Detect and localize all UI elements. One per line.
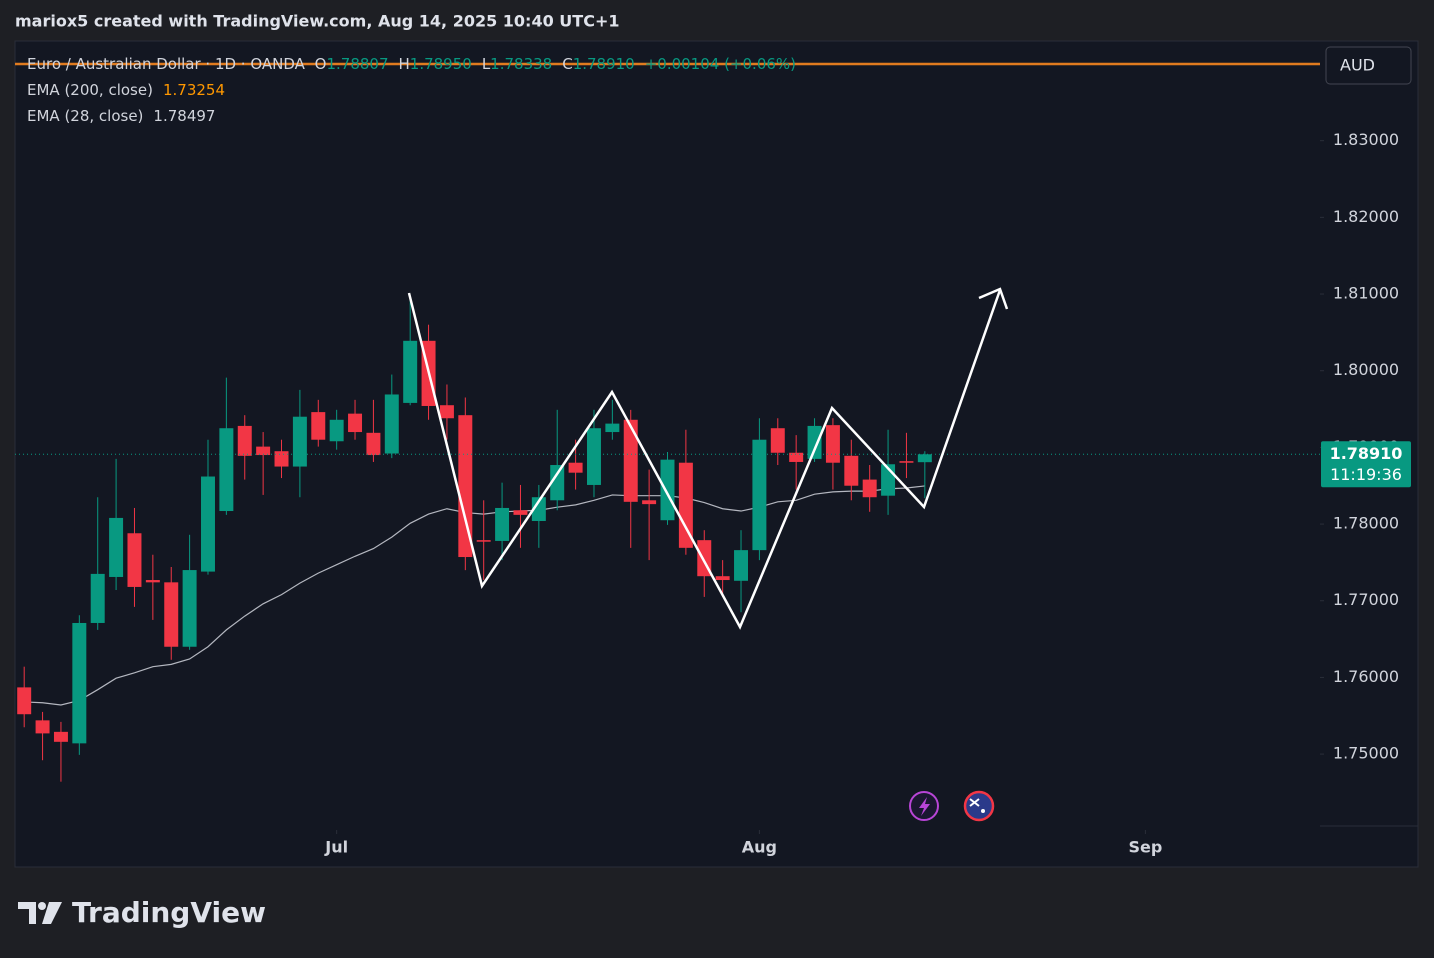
ema200-value: 1.73254 [163,81,225,99]
x-tick-label: Sep [1128,838,1162,857]
ema200-name: EMA (200, close) [27,81,153,99]
candle-body [127,533,142,587]
candle-body [164,582,179,647]
candle-body [90,573,105,623]
currency-button[interactable] [1325,46,1412,85]
candle-body [844,455,859,486]
candle-body [182,570,197,647]
symbol: Euro / Australian Dollar · 1D · OANDA [27,55,306,73]
zigzag-drawing [407,289,1002,630]
candle-body [513,510,528,515]
candle-body [439,405,454,419]
ema200-legend: EMA (200, close) 1.73254 [27,81,225,99]
candle-body [789,452,804,462]
candle-body [219,428,234,512]
candle-body [807,425,822,459]
candle-body [366,432,381,456]
candle-body [109,517,124,577]
legend: Euro / Australian Dollar · 1D · OANDA O1.… [27,55,796,125]
candle-body [550,465,565,501]
price-tag-countdown: 11:19:36 [1330,465,1402,484]
candle-body [17,687,32,715]
c-letter: C [562,55,572,73]
legend-line: Euro / Australian Dollar · 1D · OANDA O1.… [27,55,796,73]
candle-body [899,461,914,463]
candle-body [403,340,418,403]
candle-body [329,419,344,442]
h-letter: H [399,55,410,73]
y-tick-label: 1.83000 [1333,130,1399,149]
x-tick-label: Jul [324,838,348,857]
candle-body [458,415,473,558]
candle-body [734,550,749,581]
logo-mark [42,902,62,924]
candle-body [770,428,785,453]
flag [969,798,980,807]
y-tick-label: 1.77000 [1333,590,1399,609]
flag-star [981,809,985,813]
ema28-legend: EMA (28, close) 1.78497 [27,107,215,125]
candle-body [586,428,601,485]
candle-body [53,731,68,742]
c-value: 1.78910 [573,55,635,73]
h-value: 1.78950 [410,55,472,73]
candle-body [35,720,50,734]
logo-dot [38,902,46,910]
candle-body [660,459,675,521]
y-tick-label: 1.75000 [1333,744,1399,763]
candle-body [568,462,583,473]
candle-body [256,446,271,456]
currency-label: AUD [1340,56,1375,75]
ema28-name: EMA (28, close) [27,107,143,125]
change: +0.00104 (+0.06%) [645,55,796,73]
candle-body [274,451,289,467]
candle-body [348,413,363,433]
y-tick-label: 1.81000 [1333,284,1399,303]
y-tick-label: 1.78000 [1333,514,1399,533]
candle-body [917,454,932,463]
price-tag [1321,441,1411,488]
candle-body [862,479,877,498]
candle-body [715,576,730,581]
y-tick-label: 1.82000 [1333,207,1399,226]
y-tick-label: 1.76000 [1333,667,1399,686]
logo-mark [18,902,36,924]
candle-body [605,423,620,433]
candle-body [145,580,160,583]
candle-body [623,419,638,502]
header: mariox5 created with TradingView.com, Au… [15,12,619,31]
candle-body [825,425,840,463]
brand-name: TradingView [72,896,266,929]
candle-body [201,476,215,572]
y-tick-label: 1.80000 [1333,360,1399,379]
l-letter: L [482,55,491,73]
price-tag-value: 1.78910 [1330,444,1403,463]
o-letter: O [315,55,327,73]
x-tick-label: Aug [742,838,777,857]
candle-body [495,507,510,541]
candle-body [384,394,399,454]
brand-logo [18,902,62,924]
candle-body [292,416,307,467]
candle-body [476,540,491,542]
arrow-head [978,287,1009,310]
candle-body [237,425,252,456]
candle-body [642,500,657,505]
candle-body [678,462,693,548]
lightning [919,797,930,816]
ema28-value: 1.78497 [153,107,215,125]
plot: 1.830001.820001.810001.800001.790001.780… [15,130,1399,857]
ema-line [24,485,925,706]
candle-body [311,412,326,440]
candle-body [531,497,546,521]
l-value: 1.78338 [490,55,552,73]
o-value: 1.78807 [326,55,388,73]
candle-body [72,622,87,744]
candle-body [752,439,767,551]
